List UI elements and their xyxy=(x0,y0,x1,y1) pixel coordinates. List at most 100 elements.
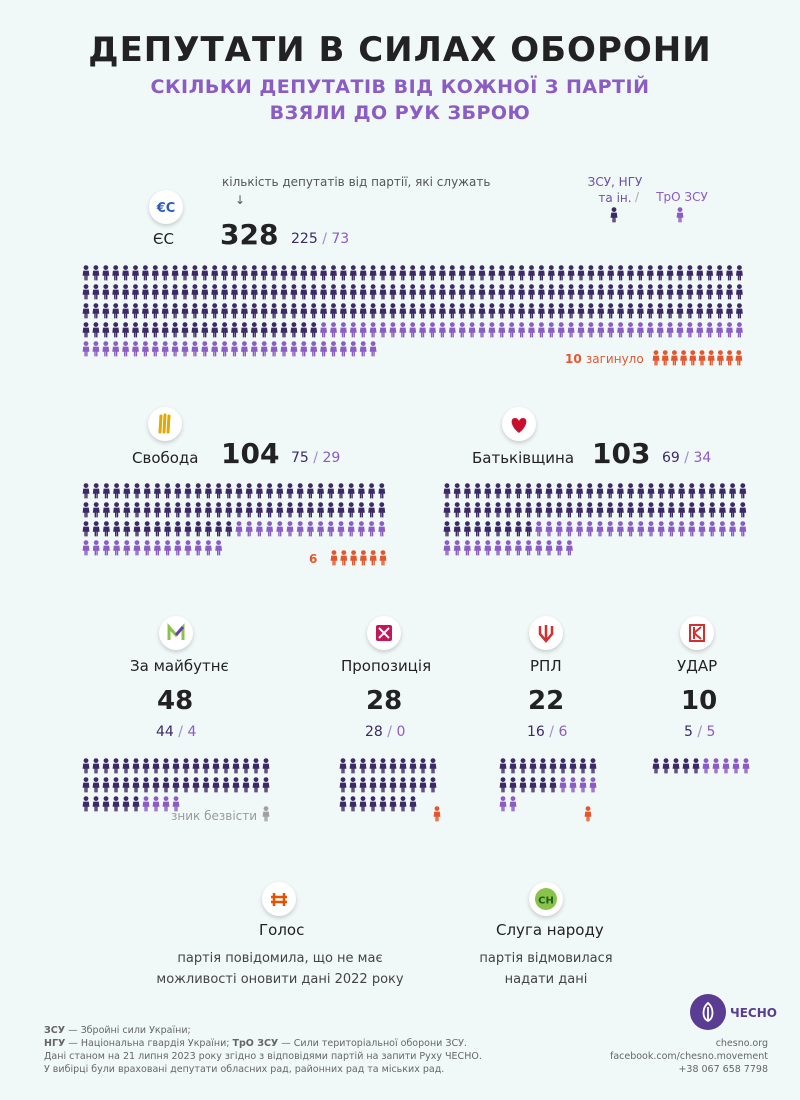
regular-figure-За майбутнє xyxy=(252,777,260,793)
killed-figure-ЄС xyxy=(735,350,743,366)
regular-figure-ЄС xyxy=(171,265,179,281)
split-slash: / xyxy=(697,724,703,740)
tro-figure-Батьківщина xyxy=(586,521,594,537)
regular-figure-За майбутнє xyxy=(132,777,140,793)
regular-figure-Батьківщина xyxy=(464,521,471,537)
regular-figure-ЄС xyxy=(726,265,733,281)
footer-def-zsu: — Збройні сили України; xyxy=(65,1025,191,1036)
regular-figure-ЄС xyxy=(320,284,327,300)
regular-figure-ЄС xyxy=(419,303,426,319)
killed-figure-Пропозиція xyxy=(433,806,441,822)
regular-figure-ЄС xyxy=(617,303,624,319)
regular-figure-Свобода xyxy=(143,483,151,499)
regular-figure-Батьківщина xyxy=(698,502,706,518)
regular-figure-Батьківщина xyxy=(514,483,522,499)
contact-facebook[interactable]: facebook.com/chesno.movement xyxy=(609,1051,768,1062)
regular-figure-Свобода xyxy=(307,483,314,499)
regular-figure-Свобода xyxy=(92,521,100,537)
regular-figure-ЄС xyxy=(132,303,139,319)
regular-figure-ЄС xyxy=(399,265,407,281)
party-tro-prop: 0 xyxy=(396,724,406,740)
regular-figure-За майбутнє xyxy=(92,777,100,793)
regular-figure-Пропозиція xyxy=(359,758,367,774)
regular-figure-ЄС xyxy=(518,303,525,319)
regular-figure-Пропозиція xyxy=(409,777,417,793)
party-split-prop: 28 / 0 xyxy=(365,724,405,740)
tro-figure-Батьківщина xyxy=(565,521,573,537)
regular-figure-ЄС xyxy=(151,284,159,300)
regular-figure-Свобода xyxy=(358,502,365,518)
regular-figure-ЄС xyxy=(300,322,308,338)
regular-figure-Свобода xyxy=(143,521,151,537)
tro-figure-Свобода xyxy=(347,521,355,537)
tro-figure-ЄС xyxy=(260,341,268,357)
tro-figure-ЄС xyxy=(617,322,624,338)
tro-figure-ЄС xyxy=(270,341,278,357)
regular-figure-Свобода xyxy=(266,483,273,499)
tro-figure-ЄС xyxy=(518,322,525,338)
regular-figure-За майбутнє xyxy=(152,758,160,774)
tro-figure-ЄС xyxy=(706,322,714,338)
tro-figure-Свобода xyxy=(317,521,324,537)
regular-figure-Батьківщина xyxy=(616,483,624,499)
tro-figure-Батьківщина xyxy=(545,521,553,537)
regular-figure-За майбутнє xyxy=(252,758,260,774)
regular-figure-ЄС xyxy=(231,322,238,338)
tro-figure-Свобода xyxy=(184,540,192,556)
party-name-sluha: Слуга народу xyxy=(496,921,604,939)
party-split-rpl: 16 / 6 xyxy=(527,724,567,740)
regular-figure-Батьківщина xyxy=(678,502,685,518)
regular-figure-ЄС xyxy=(201,322,209,338)
regular-figure-ЄС xyxy=(270,322,278,338)
party-tro-batk: 34 xyxy=(693,450,712,466)
regular-figure-Свобода xyxy=(225,521,233,537)
regular-figure-ЄС xyxy=(468,303,476,319)
regular-figure-Пропозиція xyxy=(389,796,397,812)
contact-site[interactable]: chesno.org xyxy=(715,1038,768,1049)
regular-figure-ЄС xyxy=(607,284,615,300)
party-tro-udar: 5 xyxy=(706,724,716,740)
tro-figure-Батьківщина xyxy=(565,540,573,556)
tro-figure-ЄС xyxy=(666,322,674,338)
tro-figure-ЄС xyxy=(221,341,229,357)
footer-line3: Дані станом на 21 липня 2023 року згідно… xyxy=(44,1051,482,1062)
tro-figure-ЄС xyxy=(201,341,209,357)
regular-figure-ЄС xyxy=(656,284,664,300)
regular-figure-ЄС xyxy=(201,284,209,300)
tro-figure-ЄС xyxy=(369,341,377,357)
tro-figure-ЄС xyxy=(468,322,476,338)
tro-figure-ЄС xyxy=(320,341,327,357)
regular-figure-Пропозиція xyxy=(349,758,357,774)
party-regular-udar: 5 xyxy=(684,724,693,740)
regular-figure-Батьківщина xyxy=(494,483,502,499)
regular-figure-За майбутнє xyxy=(202,758,210,774)
tro-figure-ЄС xyxy=(735,322,743,338)
tro-figure-ЄС xyxy=(488,322,496,338)
regular-figure-Свобода xyxy=(358,483,365,499)
regular-figure-ЄС xyxy=(112,265,120,281)
regular-figure-ЄС xyxy=(211,303,219,319)
tro-figure-УДАР xyxy=(732,758,740,774)
regular-figure-Батьківщина xyxy=(718,502,726,518)
regular-figure-ЄС xyxy=(320,303,327,319)
page-subtitle-line1: СКІЛЬКИ ДЕПУТАТІВ ВІД КОЖНОЇ З ПАРТІЙ xyxy=(150,76,650,98)
regular-figure-Батьківщина xyxy=(443,483,451,499)
killed-figure-ЄС xyxy=(698,350,706,366)
regular-figure-За майбутнє xyxy=(82,777,90,793)
regular-figure-Свобода xyxy=(317,502,324,518)
tro-figure-Свобода xyxy=(296,521,304,537)
regular-figure-ЄС xyxy=(142,303,149,319)
regular-figure-ЄС xyxy=(676,303,684,319)
regular-figure-ЄС xyxy=(528,265,535,281)
tro-figure-Батьківщина xyxy=(443,540,451,556)
regular-figure-ЄС xyxy=(142,322,149,338)
killed-figure-ЄС xyxy=(661,350,669,366)
regular-figure-Пропозиція xyxy=(389,777,397,793)
regular-figure-РПЛ xyxy=(509,777,517,793)
party-split-batk: 69 / 34 xyxy=(662,450,711,466)
tro-figure-Батьківщина xyxy=(729,521,736,537)
regular-figure-ЄС xyxy=(191,303,199,319)
regular-figure-ЄС xyxy=(617,265,624,281)
regular-figure-ЄС xyxy=(191,265,199,281)
regular-figure-ЄС xyxy=(557,303,565,319)
